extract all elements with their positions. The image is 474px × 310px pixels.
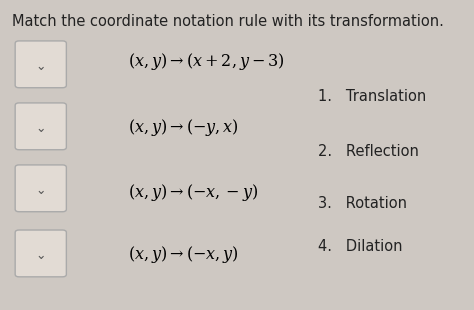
Text: Match the coordinate notation rule with its transformation.: Match the coordinate notation rule with … (12, 14, 444, 29)
Text: $(x, y) \rightarrow (-x, y)$: $(x, y) \rightarrow (-x, y)$ (128, 244, 239, 265)
Text: ⌄: ⌄ (36, 250, 46, 262)
FancyBboxPatch shape (15, 165, 66, 212)
Text: $(x, y) \rightarrow (-x, -y)$: $(x, y) \rightarrow (-x, -y)$ (128, 182, 258, 203)
Text: ⌄: ⌄ (36, 60, 46, 73)
Text: 1.   Translation: 1. Translation (318, 89, 426, 104)
FancyBboxPatch shape (15, 230, 66, 277)
Text: $(x, y) \rightarrow (x + 2, y - 3)$: $(x, y) \rightarrow (x + 2, y - 3)$ (128, 51, 285, 73)
Text: 3.   Rotation: 3. Rotation (318, 196, 407, 210)
Text: $(x, y) \rightarrow (-y, x)$: $(x, y) \rightarrow (-y, x)$ (128, 117, 239, 138)
Text: 2.   Reflection: 2. Reflection (318, 144, 419, 159)
FancyBboxPatch shape (15, 41, 66, 88)
Text: 4.   Dilation: 4. Dilation (318, 239, 402, 254)
Text: ⌄: ⌄ (36, 184, 46, 197)
Text: ⌄: ⌄ (36, 122, 46, 135)
FancyBboxPatch shape (15, 103, 66, 150)
